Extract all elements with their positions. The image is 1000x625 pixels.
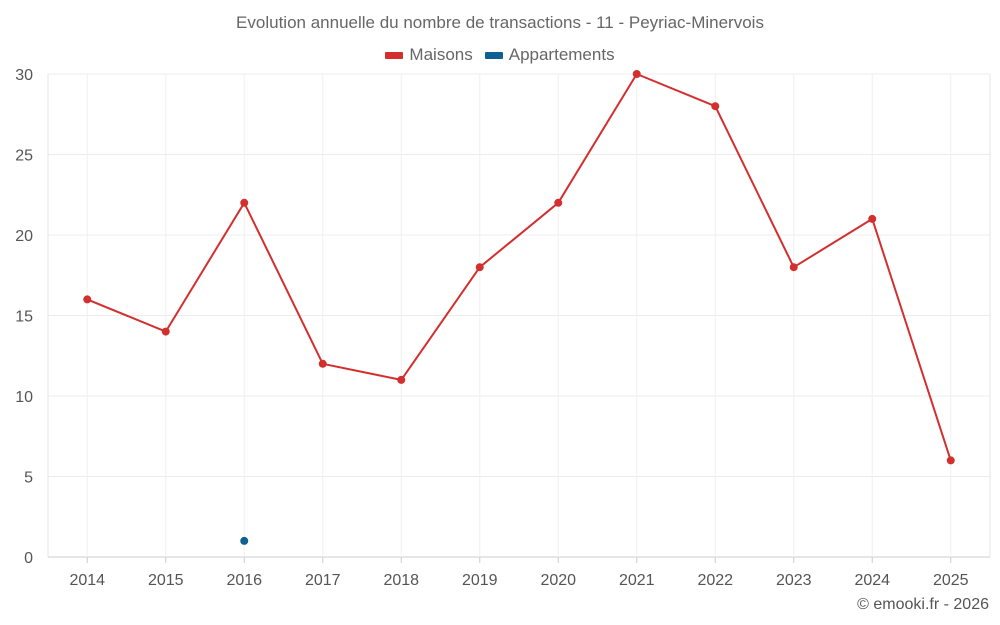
- y-tick-label: 5: [24, 470, 33, 487]
- x-tick-label: 2025: [933, 572, 969, 589]
- x-tick-label: 2016: [226, 572, 262, 589]
- credit-text: © emooki.fr - 2026: [857, 596, 989, 613]
- data-point-maisons: [318, 359, 327, 368]
- data-point-maisons: [161, 327, 170, 336]
- x-tick-label: 2022: [697, 572, 733, 589]
- x-tick-label: 2014: [69, 572, 105, 589]
- data-point-maisons: [475, 263, 484, 272]
- y-tick-label: 25: [15, 148, 33, 165]
- data-point-maisons: [83, 295, 92, 304]
- x-tick-label: 2017: [305, 572, 341, 589]
- y-tick-label: 30: [15, 67, 33, 84]
- x-tick-label: 2023: [776, 572, 812, 589]
- chart-title: Evolution annuelle du nombre de transact…: [236, 13, 764, 32]
- series-line-maisons: [86, 73, 952, 461]
- legend-label-appartements: Appartements: [508, 45, 615, 64]
- legend: Maisons Appartements: [0, 45, 1000, 65]
- legend-label-maisons: Maisons: [409, 45, 473, 64]
- data-point-maisons: [554, 198, 563, 207]
- data-point-maisons: [711, 102, 720, 111]
- x-tick-label: 2020: [540, 572, 576, 589]
- x-tick-label: 2015: [148, 572, 184, 589]
- x-tick-label: 2018: [383, 572, 419, 589]
- y-tick-label: 0: [24, 550, 33, 567]
- legend-item-appartements[interactable]: Appartements: [484, 45, 615, 65]
- data-point-maisons: [868, 214, 877, 223]
- data-point-maisons: [946, 456, 955, 465]
- y-tick-label: 15: [15, 309, 33, 326]
- legend-swatch-appartements: [484, 51, 503, 59]
- legend-swatch-maisons: [385, 51, 404, 59]
- x-tick-label: 2021: [619, 572, 655, 589]
- legend-item-maisons[interactable]: Maisons: [385, 45, 473, 65]
- y-tick-label: 10: [15, 389, 33, 406]
- data-point-maisons: [397, 375, 406, 384]
- data-point-maisons: [632, 70, 641, 78]
- data-point-maisons: [789, 263, 798, 272]
- x-tick-label: 2024: [854, 572, 890, 589]
- data-point-appartements: [240, 536, 249, 545]
- y-tick-label: 20: [15, 228, 33, 245]
- data-point-maisons: [240, 198, 249, 207]
- x-tick-label: 2019: [462, 572, 498, 589]
